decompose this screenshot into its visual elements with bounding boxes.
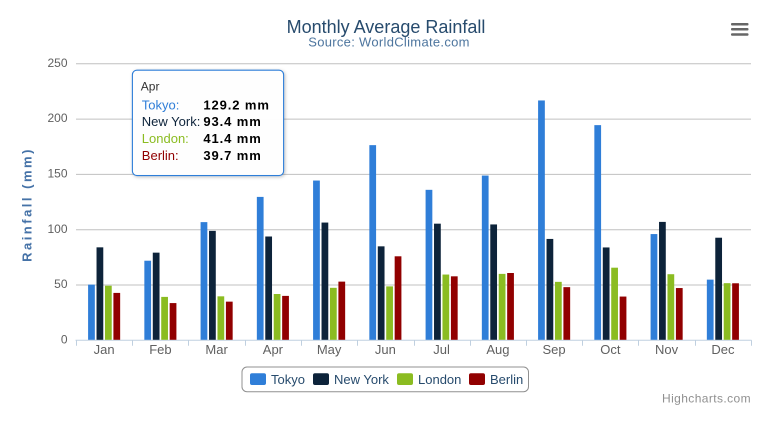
svg-text:Sep: Sep <box>543 342 566 357</box>
svg-text:Jan: Jan <box>94 342 115 357</box>
svg-text:Rainfall (mm): Rainfall (mm) <box>20 147 35 262</box>
svg-text:Jun: Jun <box>375 342 396 357</box>
svg-text:Highcharts.com: Highcharts.com <box>662 392 751 406</box>
svg-text:Feb: Feb <box>149 342 171 357</box>
svg-text:150: 150 <box>47 167 67 181</box>
svg-text:London:: London: <box>142 131 189 146</box>
svg-text:Jul: Jul <box>433 342 450 357</box>
svg-text:Apr: Apr <box>141 80 160 94</box>
svg-text:London: London <box>418 372 461 387</box>
svg-text:41.4 mm: 41.4 mm <box>203 131 261 146</box>
svg-text:0: 0 <box>61 332 68 346</box>
svg-text:129.2 mm: 129.2 mm <box>203 97 269 112</box>
svg-text:New York: New York <box>334 372 389 387</box>
svg-text:Monthly Average Rainfall: Monthly Average Rainfall <box>287 17 486 37</box>
svg-text:50: 50 <box>54 277 68 291</box>
svg-text:250: 250 <box>47 56 67 70</box>
svg-text:Nov: Nov <box>655 342 679 357</box>
svg-text:Apr: Apr <box>263 342 284 357</box>
svg-text:Aug: Aug <box>486 342 509 357</box>
svg-text:39.7 mm: 39.7 mm <box>203 148 261 163</box>
svg-text:New York:: New York: <box>142 114 201 129</box>
svg-text:Oct: Oct <box>600 342 621 357</box>
svg-text:Tokyo: Tokyo <box>271 372 305 387</box>
svg-text:100: 100 <box>47 222 67 236</box>
svg-text:93.4 mm: 93.4 mm <box>203 114 261 129</box>
svg-text:May: May <box>317 342 342 357</box>
svg-text:Dec: Dec <box>711 342 735 357</box>
svg-text:Tokyo:: Tokyo: <box>142 97 180 112</box>
svg-text:Berlin: Berlin <box>490 372 523 387</box>
svg-text:200: 200 <box>47 111 67 125</box>
svg-text:Mar: Mar <box>205 342 228 357</box>
svg-text:Berlin:: Berlin: <box>142 148 179 163</box>
svg-text:Source: WorldClimate.com: Source: WorldClimate.com <box>308 35 470 50</box>
